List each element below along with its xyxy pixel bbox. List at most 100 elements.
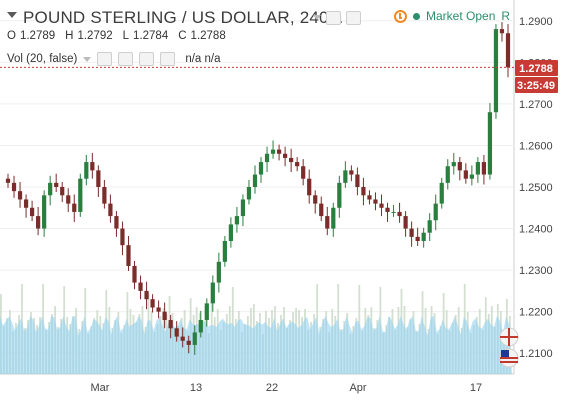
- candle-body: [313, 195, 318, 204]
- countdown-badge-bg: [515, 77, 558, 93]
- candle-body: [349, 170, 354, 175]
- candle-body: [17, 191, 23, 200]
- candle-body: [60, 187, 65, 196]
- candle-body: [258, 162, 264, 175]
- indicator-add-button[interactable]: [139, 52, 155, 66]
- candle-body: [403, 216, 408, 229]
- candle-body: [168, 319, 173, 329]
- candle-body: [84, 162, 89, 179]
- candle-body: [463, 170, 468, 179]
- candle-body: [132, 265, 137, 283]
- ohlc-high-val: 1.2792: [77, 30, 113, 42]
- indicator-remove-button[interactable]: [160, 52, 176, 66]
- candle-body: [36, 216, 41, 229]
- candle-body: [391, 211, 396, 213]
- ohlc-close-val: 1.2788: [190, 30, 226, 42]
- candle-body: [475, 162, 480, 175]
- candle-body: [234, 216, 240, 225]
- candle-body: [156, 307, 161, 312]
- time-axis[interactable]: Mar 13 22 Apr 17: [91, 382, 483, 394]
- chevron-down-icon[interactable]: [83, 56, 92, 62]
- candle-body: [409, 228, 414, 237]
- candle-body: [487, 112, 493, 175]
- candle-body: [11, 182, 17, 192]
- x-tick-label: Mar: [91, 382, 110, 394]
- indicator-visibility-button[interactable]: [118, 52, 134, 66]
- candle-body: [270, 149, 276, 154]
- price-axis[interactable]: 1.29001.28001.27001.26001.25001.24001.23…: [515, 16, 558, 360]
- indicator-settings-button[interactable]: [97, 52, 113, 66]
- candle-body: [120, 228, 125, 246]
- candle-body: [48, 182, 53, 196]
- candle-body: [78, 178, 83, 212]
- candle-body: [54, 182, 59, 187]
- candle-body: [276, 149, 282, 154]
- ohlc-row: O 1.2789 H 1.2792 L 1.2784 C 1.2788: [7, 30, 226, 42]
- candle-body: [433, 203, 438, 221]
- candle-body: [102, 187, 107, 204]
- candle-body: [192, 332, 197, 345]
- candle-body: [451, 162, 456, 167]
- y-tick-label: 1.2200: [519, 307, 553, 319]
- market-suffix: R: [501, 9, 511, 23]
- candle-body: [379, 203, 384, 208]
- candle-body: [283, 153, 288, 158]
- candle-body: [505, 33, 511, 68]
- candle-body: [499, 29, 505, 34]
- candle-body: [331, 207, 336, 229]
- candle-body: [421, 232, 426, 242]
- candle-body: [150, 299, 155, 308]
- collapse-toggle[interactable]: [7, 12, 17, 22]
- candle-body: [5, 178, 11, 183]
- symbol-title: POUND STERLING / US DOLLAR, 240...: [23, 8, 344, 27]
- x-tick-label: 13: [190, 382, 202, 394]
- candle-body: [469, 174, 474, 179]
- candle-body: [246, 187, 252, 200]
- candle-body: [295, 162, 300, 167]
- candle-body: [445, 166, 450, 183]
- candle-body: [138, 282, 143, 291]
- candle-body: [307, 178, 312, 196]
- candle-body: [228, 224, 233, 242]
- candle-body: [439, 182, 444, 204]
- y-tick-label: 1.2600: [519, 140, 553, 152]
- candle-body: [301, 166, 306, 179]
- candle-body: [222, 241, 227, 262]
- chevron-down-icon[interactable]: [313, 15, 321, 20]
- candle-body: [66, 195, 71, 204]
- last-price-badge-bg: [515, 60, 558, 76]
- volume-indicator-label[interactable]: Vol (20, false): [7, 53, 78, 65]
- candlesticks: [5, 22, 511, 355]
- candle-body: [108, 203, 113, 217]
- candle-body: [29, 207, 35, 217]
- candle-body: [289, 157, 294, 163]
- candle-body: [210, 282, 215, 304]
- ohlc-open-val: 1.2789: [19, 30, 56, 42]
- header-controls: [313, 11, 361, 25]
- market-open-label: Market Open: [426, 9, 496, 23]
- visibility-button[interactable]: [346, 11, 361, 25]
- y-tick-label: 1.2300: [519, 265, 553, 277]
- candle-body: [240, 199, 246, 217]
- chevron-down-icon: [7, 12, 17, 18]
- candle-body: [481, 162, 487, 175]
- candle-body: [114, 216, 119, 229]
- market-status[interactable]: Market Open R: [394, 9, 510, 23]
- candle-body: [397, 211, 402, 217]
- candle-body: [23, 199, 29, 208]
- ohlc-high-key: H: [65, 30, 74, 42]
- settings-button[interactable]: [326, 11, 341, 25]
- last-price-badge: 1.2788: [519, 63, 553, 75]
- candle-body: [42, 195, 47, 229]
- x-tick-label: 22: [266, 382, 278, 394]
- y-tick-label: 1.2900: [519, 16, 553, 28]
- x-tick-label: Apr: [349, 382, 366, 394]
- candle-body: [457, 162, 462, 171]
- candle-body: [361, 187, 366, 196]
- candle-body: [180, 336, 185, 341]
- volume-ma-fill: [0, 316, 512, 374]
- ohlc-open-key: O: [7, 30, 16, 42]
- candle-body: [415, 236, 420, 242]
- candle-body: [144, 290, 149, 300]
